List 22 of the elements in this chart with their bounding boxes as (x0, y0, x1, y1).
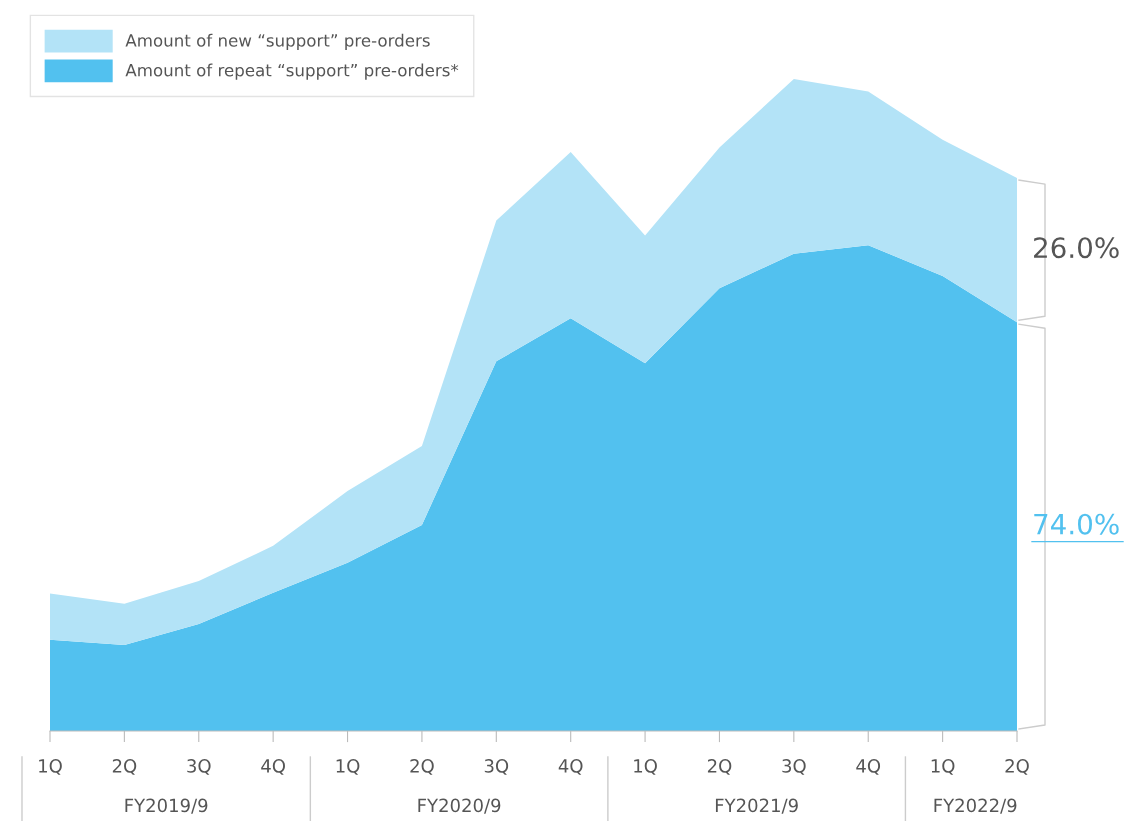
x-tick-label: 3Q (187, 759, 211, 775)
x-tick-label: 1Q (634, 759, 657, 775)
x-tick-label: 3Q (484, 759, 509, 775)
x-tick-label: 4Q (856, 759, 881, 775)
x-tick-label: 2Q (707, 759, 732, 775)
x-tick-label: 1Q (931, 759, 955, 775)
x-tick-label: 1Q (336, 759, 360, 775)
text: FY2020/9 (418, 798, 501, 814)
text: 26.0% (1034, 237, 1119, 259)
x-tick-label: 2Q (1005, 759, 1029, 775)
text: FY2021/9 (715, 798, 798, 814)
x-tick-label: 4Q (558, 759, 583, 775)
legend-label: Amount of repeat “support” pre-orders* (125, 63, 459, 80)
text: 74.0% (1034, 513, 1119, 535)
x-tick-label: 2Q (112, 759, 137, 775)
text: FY2019/9 (125, 798, 208, 814)
x-tick-label: 3Q (782, 759, 806, 775)
x-tick-label: 1Q (39, 759, 62, 775)
x-tick-label: 2Q (410, 759, 434, 775)
legend-label: Amount of new “support” pre-orders (125, 33, 430, 50)
x-tick-label: 4Q (261, 759, 285, 775)
text: FY2022/9 (934, 798, 1017, 814)
